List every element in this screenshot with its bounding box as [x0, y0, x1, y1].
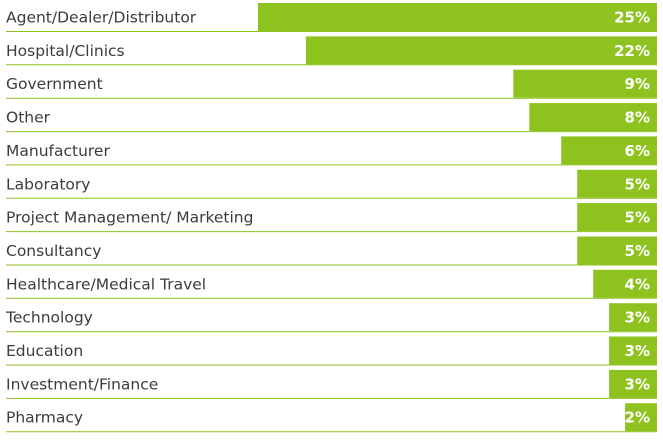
value-label: 8%: [625, 109, 650, 127]
category-label: Government: [6, 75, 103, 93]
bar: [577, 169, 657, 198]
category-label: Hospital/Clinics: [6, 42, 125, 60]
bar-row: Government 9%: [6, 69, 657, 99]
bar: [609, 369, 657, 398]
value-label: 3%: [625, 309, 650, 327]
value-label: 9%: [625, 75, 650, 93]
bar: [625, 403, 657, 432]
bar-row: Investment/Finance 3%: [6, 369, 657, 399]
bar: [609, 336, 657, 365]
category-label: Project Management/ Marketing: [6, 209, 253, 227]
category-label: Pharmacy: [6, 409, 83, 427]
value-label: 5%: [625, 175, 650, 193]
bar-row: Hospital/Clinics 22%: [6, 36, 657, 66]
bar: [561, 136, 657, 165]
category-label: Education: [6, 342, 83, 360]
bar-row: Project Management/ Marketing 5%: [6, 203, 657, 233]
category-label: Investment/Finance: [6, 375, 158, 393]
bar: [258, 3, 657, 31]
bar: [577, 236, 657, 265]
category-label: Agent/Dealer/Distributor: [6, 9, 197, 27]
value-label: 4%: [625, 275, 650, 293]
value-label: 3%: [625, 375, 650, 393]
bar: [577, 203, 657, 232]
bar: [305, 36, 657, 65]
bar: [593, 269, 657, 298]
bar-row: Manufacturer 6%: [6, 136, 657, 166]
bar: [529, 103, 657, 132]
category-label: Manufacturer: [6, 142, 110, 160]
value-label: 5%: [625, 209, 650, 227]
bar-row: Laboratory 5%: [6, 169, 657, 199]
value-label: 5%: [625, 242, 650, 260]
bar-row: Consultancy 5%: [6, 236, 657, 266]
bar: [513, 69, 657, 98]
bar-row: Healthcare/Medical Travel 4%: [6, 269, 657, 299]
category-label: Consultancy: [6, 242, 101, 260]
value-label: 2%: [625, 409, 650, 427]
value-label: 3%: [625, 342, 650, 360]
category-label: Other: [6, 109, 51, 127]
bar-row: Technology 3%: [5, 303, 657, 333]
category-label: Healthcare/Medical Travel: [6, 275, 206, 293]
bar-row: Education 3%: [6, 336, 657, 366]
value-label: 6%: [625, 142, 650, 160]
bar-row: Agent/Dealer/Distributor 25%: [6, 3, 657, 32]
bar: [609, 303, 657, 332]
bar-row: Other 8%: [6, 103, 657, 133]
category-label: Laboratory: [6, 175, 90, 193]
value-label: 22%: [614, 42, 650, 60]
category-label: Technology: [5, 309, 93, 327]
value-label: 25%: [614, 9, 650, 27]
bar-row: Pharmacy 2%: [6, 403, 657, 433]
